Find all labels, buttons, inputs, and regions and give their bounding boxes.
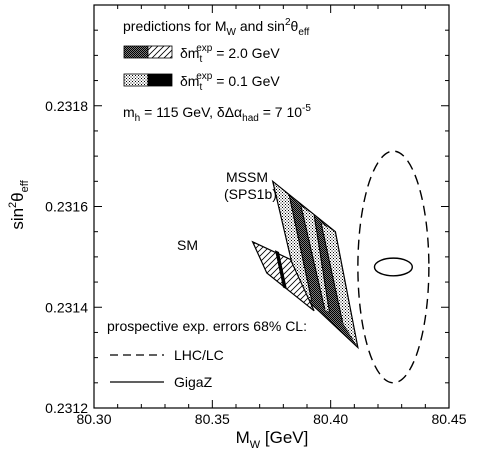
x-axis-ticks: 80.30 80.35 80.40 80.45: [76, 5, 467, 427]
mssm-divider: [320, 223, 344, 322]
y-tick-label: 0.2312: [45, 400, 88, 416]
lhc-lc-ellipse: [357, 150, 430, 384]
legend-swatch-dense: [123, 45, 149, 59]
legend-entry-gigaz: GigaZ: [174, 374, 213, 390]
label-sm: SM: [177, 237, 198, 253]
mssm-light-band: [321, 223, 358, 348]
x-tick-label: 80.45: [431, 411, 466, 427]
sm-solid-band: [274, 250, 287, 290]
mssm-light-band: [272, 181, 312, 301]
mssm-divider: [288, 195, 313, 301]
legend-entry-2gev: δmtexp = 2.0 GeV: [180, 43, 280, 65]
label-mssm: MSSM: [226, 169, 268, 185]
legend-swatch-solid: [147, 73, 173, 87]
legend-swatch-hatch: [147, 45, 173, 59]
legend-params: mh = 115 GeV, δΔαhad = 7 10-5: [123, 103, 311, 124]
gigaz-ellipse: [373, 257, 414, 277]
legend-bottom: prospective exp. errors 68% CL: LHC/LC G…: [107, 318, 307, 390]
label-sps1b: (SPS1b): [224, 186, 277, 202]
y-axis-label: sin2θeff: [7, 179, 31, 229]
mssm-outline: [271, 179, 359, 350]
y-tick-label: 0.2316: [45, 199, 88, 215]
legend-bottom-title: prospective exp. errors 68% CL:: [107, 318, 307, 334]
x-axis-label: MW [GeV]: [236, 428, 309, 451]
x-tick-label: 80.40: [313, 411, 348, 427]
plot-frame: [93, 4, 450, 409]
legend-entry-01gev: δmtexp = 0.1 GeV: [180, 71, 280, 93]
y-tick-label: 0.2314: [45, 299, 88, 315]
y-tick-label: 0.2318: [45, 98, 88, 114]
mssm-divider: [300, 206, 326, 310]
chart-marks: [251, 150, 430, 384]
mssm-divider: [313, 214, 331, 313]
y-axis-ticks: 0.2312 0.2314 0.2316 0.2318: [45, 4, 449, 416]
x-tick-label: 80.30: [76, 411, 111, 427]
legend-top-title: predictions for MW and sin2θeff: [123, 17, 310, 38]
mssm-light-band: [301, 206, 330, 313]
legend-swatch-dots: [123, 73, 149, 87]
x-tick-label: 80.35: [195, 411, 230, 427]
legend-entry-lhc: LHC/LC: [174, 347, 224, 363]
legend-top: predictions for MW and sin2θeff δmtexp =…: [123, 17, 311, 124]
